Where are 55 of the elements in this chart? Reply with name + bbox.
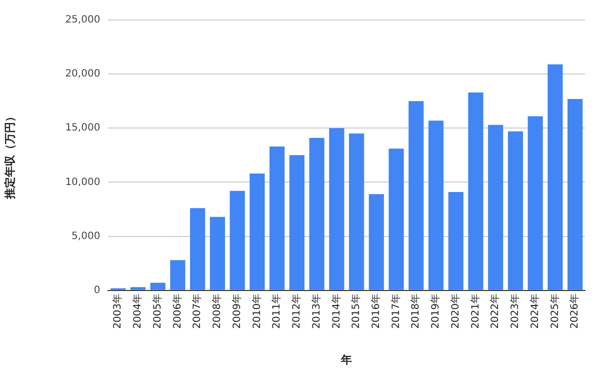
bar <box>388 148 404 290</box>
x-tick-label: 2026年 <box>568 293 581 329</box>
x-tick-label: 2019年 <box>430 293 442 329</box>
bar <box>150 282 166 290</box>
bar <box>270 146 285 290</box>
y-tick-label: 15,000 <box>65 122 100 134</box>
y-tick-label: 0 <box>94 284 100 296</box>
x-tick-label: 2015年 <box>350 293 362 329</box>
x-tick-label: 2010年 <box>250 293 263 329</box>
bar <box>428 120 444 290</box>
bar <box>190 208 206 290</box>
bar <box>568 98 583 290</box>
x-tick-label: 2025年 <box>548 293 561 329</box>
x-tick-label: 2013年 <box>310 293 322 329</box>
x-tick-label: 2022年 <box>489 293 502 329</box>
x-tick-label: 2024年 <box>528 293 541 329</box>
bar <box>289 155 304 290</box>
y-tick-label: 10,000 <box>65 176 100 188</box>
y-axis-title: 推定年収（万円） <box>3 111 16 200</box>
x-tick-label: 2005年 <box>151 293 164 329</box>
bar <box>329 128 344 290</box>
y-tick-label: 20,000 <box>65 68 100 80</box>
x-tick-label: 2014年 <box>330 293 342 329</box>
bar <box>468 92 484 290</box>
x-tick-label: 2003年 <box>112 293 124 329</box>
x-tick-label: 2009年 <box>230 293 243 329</box>
x-tick-label: 2008年 <box>211 293 224 329</box>
bar <box>170 260 186 290</box>
y-tick-label: 25,000 <box>65 14 100 26</box>
x-tick-label: 2007年 <box>191 293 204 329</box>
bar <box>348 134 364 290</box>
bar <box>368 194 384 290</box>
y-tick-label: 5,000 <box>72 230 100 242</box>
x-axis-title: 年 <box>340 353 352 366</box>
bar <box>528 116 543 290</box>
bar <box>448 192 464 290</box>
bar <box>309 138 324 290</box>
bar <box>250 174 265 290</box>
x-tick-label: 2017年 <box>390 293 402 329</box>
x-tick-label: 2016年 <box>370 293 382 329</box>
x-tick-label: 2011年 <box>270 293 283 329</box>
bar <box>230 190 245 290</box>
bar <box>548 64 563 290</box>
x-tick-label: 2004年 <box>132 293 144 329</box>
x-tick-label: 2006年 <box>171 293 184 329</box>
x-tick-label: 2021年 <box>469 293 482 329</box>
x-tick-label: 2023年 <box>509 293 522 329</box>
x-tick-label: 2012年 <box>290 293 303 329</box>
x-tick-label: 2020年 <box>449 293 462 329</box>
bar <box>408 101 424 290</box>
bar <box>130 287 146 290</box>
bar <box>488 124 504 290</box>
bar <box>210 216 226 290</box>
bar <box>508 131 524 290</box>
x-tick-label: 2018年 <box>410 293 422 329</box>
